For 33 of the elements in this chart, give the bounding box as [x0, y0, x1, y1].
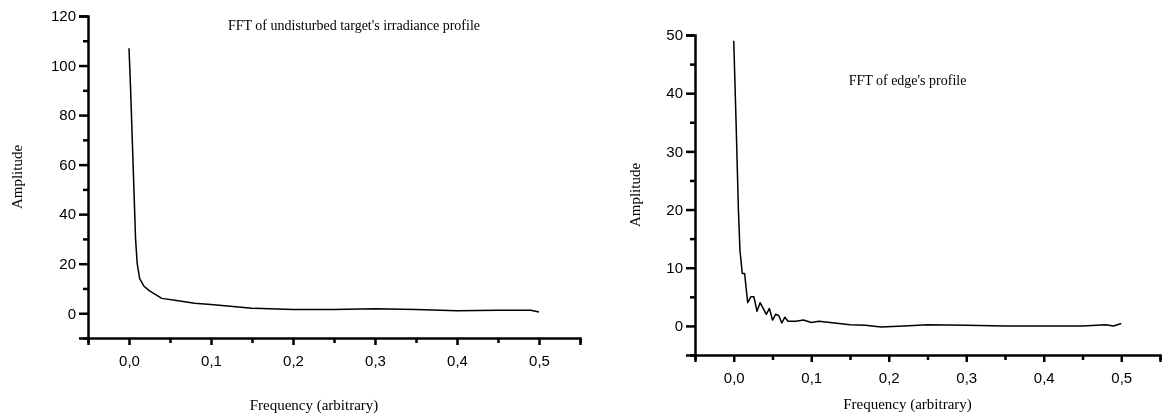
y-axis-title: Amplitude — [9, 144, 25, 210]
y-tick-label: 120 — [50, 7, 76, 25]
y-tick-label: 60 — [59, 155, 76, 173]
y-tick-label: 100 — [50, 56, 76, 74]
y-tick-label: 40 — [666, 84, 683, 102]
x-axis-title: Frequency (arbitrary) — [249, 397, 379, 414]
y-tick-label: 30 — [666, 142, 683, 160]
x-tick-label: 0,3 — [365, 351, 386, 369]
y-tick-label: 0 — [67, 304, 76, 322]
x-tick-label: 0,5 — [529, 351, 550, 369]
y-tick-label: 80 — [59, 106, 76, 124]
text: FFT of edge's profile — [848, 73, 967, 88]
x-tick-label: 0,2 — [878, 368, 900, 386]
y-tick-label: 20 — [59, 254, 76, 272]
x-tick-label: 0,3 — [956, 368, 978, 386]
chart-title: FFT of undisturbed target's irradiance profile — [228, 18, 480, 33]
y-tick-label: 50 — [666, 26, 683, 44]
x-tick-label: 0,1 — [801, 368, 823, 386]
line-series — [128, 47, 540, 313]
y-axis-title: Amplitude — [627, 162, 643, 228]
x-tick-label: 0,0 — [119, 351, 140, 369]
x-tick-label: 0,1 — [201, 351, 222, 369]
x-tick-label: 0,4 — [447, 351, 468, 369]
x-tick-label: 0,0 — [723, 368, 745, 386]
x-axis-title: Frequency (arbitrary) — [843, 396, 972, 413]
y-tick-label: 0 — [674, 317, 683, 335]
y-tick-label: 40 — [59, 205, 76, 223]
x-tick-label: 0,2 — [283, 351, 304, 369]
y-tick-label: 20 — [666, 200, 683, 218]
line-series — [733, 40, 1122, 328]
y-tick-label: 10 — [666, 259, 683, 277]
x-tick-label: 0,4 — [1033, 368, 1055, 386]
x-tick-label: 0,5 — [1111, 368, 1133, 386]
